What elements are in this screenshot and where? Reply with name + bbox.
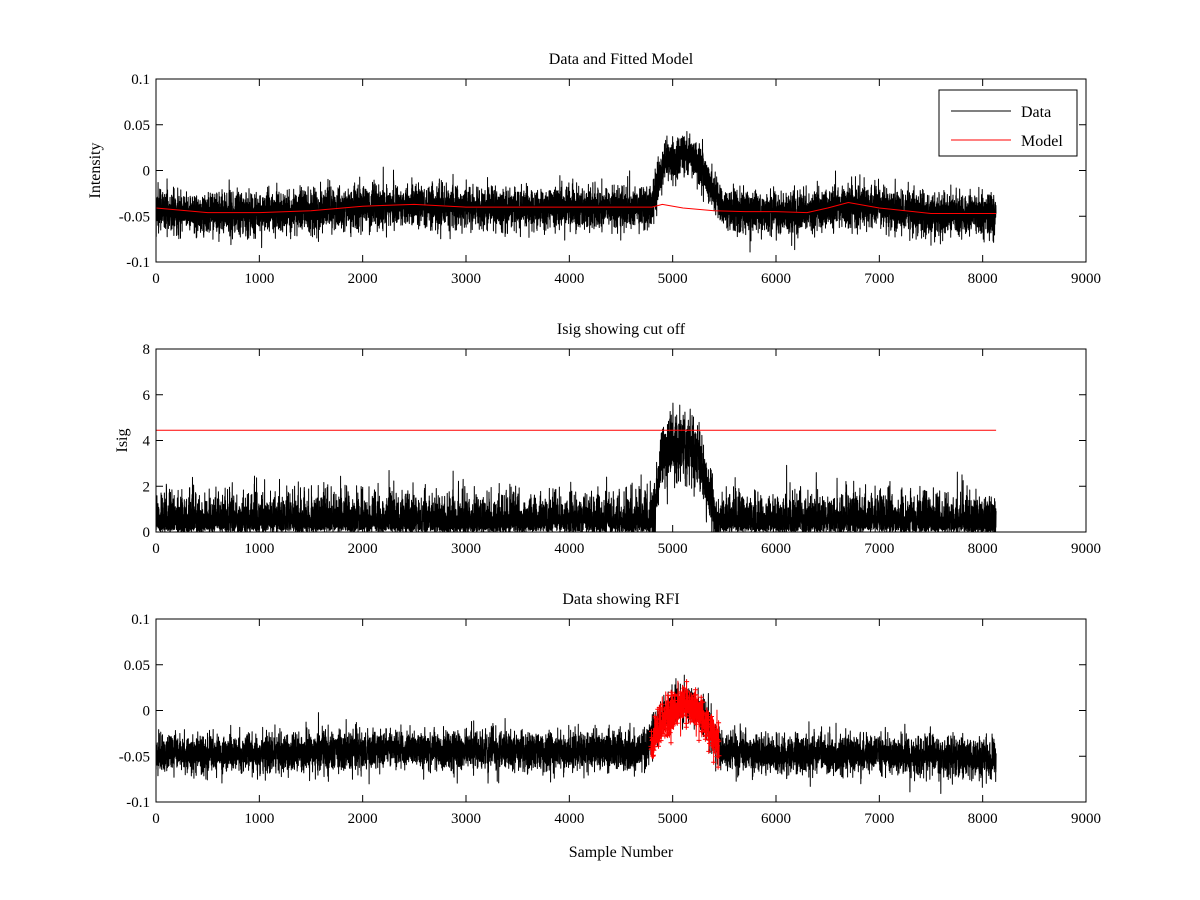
y-tick-label: -0.1	[126, 255, 150, 271]
panel-2-series-1	[156, 402, 997, 532]
x-tick-label: 6000	[761, 271, 791, 287]
x-tick-label: 9000	[1071, 271, 1101, 287]
plot-title: Data and Fitted Model	[549, 51, 694, 68]
x-axis-label: Sample Number	[569, 844, 674, 861]
legend-label-model: Model	[1021, 133, 1063, 150]
panel-1-series-data	[156, 131, 997, 253]
x-tick-label: 0	[152, 271, 160, 287]
plot-title: Data showing RFI	[562, 591, 679, 608]
series-model-line	[156, 202, 997, 214]
x-tick-label: 4000	[554, 541, 584, 557]
x-tick-label: 4000	[554, 811, 584, 827]
plot-title: Isig showing cut off	[557, 321, 686, 338]
y-tick-label: -0.1	[126, 795, 150, 811]
y-tick-label: 0	[143, 164, 151, 180]
series-1-line	[156, 402, 997, 532]
y-tick-label: 0.05	[124, 658, 150, 674]
x-tick-label: 9000	[1071, 811, 1101, 827]
x-tick-label: 1000	[244, 811, 274, 827]
x-tick-label: 9000	[1071, 541, 1101, 557]
x-tick-label: 7000	[864, 811, 894, 827]
series-1-line	[156, 674, 997, 795]
chart-panel-3: 0 1000 2000 3000 4000 5000 6000 7000 8000 9000 -0.…	[119, 591, 1101, 861]
x-tick-label: 2000	[348, 811, 378, 827]
x-tick-label: 1000	[244, 541, 274, 557]
y-tick-label: 0.1	[131, 612, 150, 628]
x-tick-label: 5000	[658, 811, 688, 827]
x-tick-label: 7000	[864, 271, 894, 287]
panel-1-series-model	[156, 202, 997, 214]
x-tick-label: 2000	[348, 271, 378, 287]
series-2-markers	[648, 679, 722, 770]
x-tick-label: 8000	[968, 271, 998, 287]
chart-panel-2: 0 1000 2000 3000 4000 5000 6000 7000 8000 9000 0 2 4…	[114, 321, 1101, 557]
y-tick-label: 8	[143, 342, 151, 358]
x-tick-label: 6000	[761, 811, 791, 827]
y-axis-label: Intensity	[87, 143, 104, 199]
y-tick-label: 0	[143, 525, 151, 541]
panel-3-series-1	[156, 674, 997, 795]
x-tick-label: 2000	[348, 541, 378, 557]
y-tick-label: 0.05	[124, 118, 150, 134]
y-tick-label: 0.1	[131, 72, 150, 88]
panel-3-series-2	[648, 679, 722, 770]
x-tick-label: 7000	[864, 541, 894, 557]
x-tick-label: 0	[152, 811, 160, 827]
legend-box	[938, 89, 1078, 157]
x-tick-label: 5000	[658, 541, 688, 557]
x-tick-label: 8000	[968, 811, 998, 827]
chart-panel-1: 0 1000 2000 3000 4000 5000 6000 7000 8000 9000 -0.…	[87, 51, 1101, 287]
y-tick-label: 6	[143, 388, 151, 404]
x-tick-label: 5000	[658, 271, 688, 287]
x-tick-label: 6000	[761, 541, 791, 557]
x-tick-label: 1000	[244, 271, 274, 287]
y-tick-label: 2	[143, 479, 151, 495]
x-tick-label: 0	[152, 541, 160, 557]
legend: Data Model	[938, 89, 1078, 157]
x-tick-label: 3000	[451, 271, 481, 287]
x-tick-label: 4000	[554, 271, 584, 287]
y-tick-label: -0.05	[119, 209, 150, 225]
x-tick-label: 8000	[968, 541, 998, 557]
x-tick-label: 3000	[451, 811, 481, 827]
series-data-line	[156, 131, 997, 253]
legend-label-data: Data	[1021, 104, 1051, 121]
x-tick-label: 3000	[451, 541, 481, 557]
y-axis-label: Isig	[114, 429, 131, 453]
y-tick-label: 0	[143, 704, 151, 720]
y-tick-label: 4	[143, 434, 151, 450]
y-tick-label: -0.05	[119, 749, 150, 765]
